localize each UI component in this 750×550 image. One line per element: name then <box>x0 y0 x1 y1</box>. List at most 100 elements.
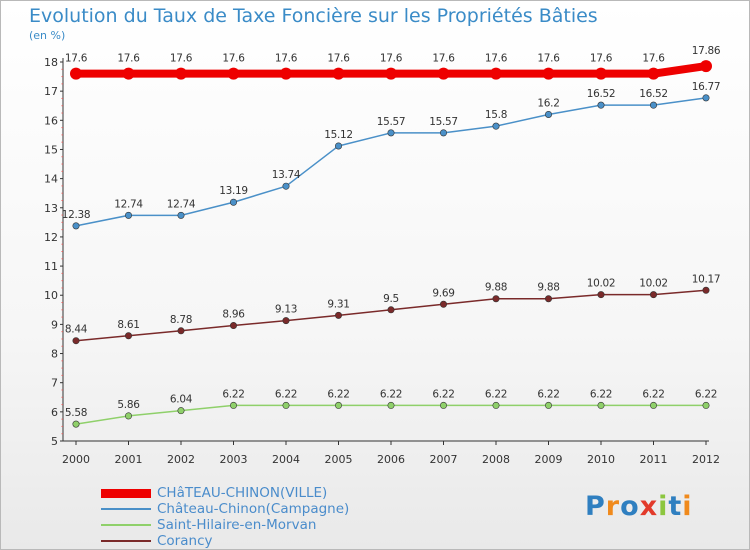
y-tick-label: 14 <box>44 173 58 186</box>
data-label: 6.22 <box>485 388 507 400</box>
x-tick-label: 2005 <box>325 453 353 466</box>
data-point <box>597 101 605 109</box>
data-label: 17.6 <box>222 53 245 65</box>
data-point <box>595 67 607 80</box>
legend-swatch <box>101 488 151 498</box>
data-point <box>437 67 450 80</box>
data-label: 6.22 <box>327 388 349 400</box>
data-point <box>282 317 290 325</box>
data-point <box>649 101 657 109</box>
data-point <box>385 67 397 80</box>
data-label: 6.04 <box>170 394 193 406</box>
x-tick-label: 2004 <box>272 453 300 466</box>
legend-swatch <box>101 508 151 510</box>
data-label: 17.6 <box>432 53 455 65</box>
y-tick-label: 9 <box>51 318 58 331</box>
y-tick-label: 6 <box>51 406 58 419</box>
data-point <box>282 401 290 409</box>
y-tick-label: 17 <box>44 85 58 98</box>
x-tick-label: 2003 <box>220 453 248 466</box>
data-point <box>334 142 342 150</box>
data-point <box>702 94 710 102</box>
legend-item: Corancy <box>101 533 349 549</box>
data-point <box>702 401 710 409</box>
data-point <box>492 401 500 409</box>
y-tick-label: 11 <box>44 260 58 273</box>
y-tick-label: 12 <box>44 231 58 244</box>
data-label: 17.86 <box>692 45 721 57</box>
x-tick-label: 2007 <box>430 453 458 466</box>
data-label: 17.6 <box>327 53 350 65</box>
y-tick-label: 15 <box>44 143 58 156</box>
data-point <box>492 295 500 303</box>
data-point <box>490 67 502 80</box>
legend-label: Saint-Hilaire-en-Morvan <box>157 517 317 533</box>
logo-letter: o <box>620 491 640 522</box>
data-point <box>332 67 345 80</box>
logo-letter: x <box>639 491 659 522</box>
logo-letter: i <box>682 491 693 522</box>
data-point <box>597 291 605 299</box>
data-point <box>125 332 133 340</box>
data-point <box>72 420 80 428</box>
data-label: 9.5 <box>383 293 399 305</box>
data-label: 6.22 <box>642 388 664 400</box>
data-point <box>72 337 80 345</box>
data-label: 17.6 <box>590 53 613 65</box>
legend-item: Saint-Hilaire-en-Morvan <box>101 517 349 533</box>
data-label: 10.02 <box>639 278 668 290</box>
y-tick-label: 18 <box>44 56 58 69</box>
data-point <box>72 222 80 230</box>
data-point <box>542 67 555 80</box>
x-tick-label: 2001 <box>115 453 143 466</box>
data-label: 5.86 <box>117 399 140 411</box>
data-point <box>702 286 710 294</box>
y-tick-label: 8 <box>51 348 58 361</box>
data-label: 17.6 <box>170 53 193 65</box>
data-label: 8.78 <box>170 314 192 326</box>
data-label: 16.2 <box>537 97 559 109</box>
data-label: 9.69 <box>432 287 454 299</box>
legend-swatch <box>101 524 151 526</box>
data-point <box>700 60 712 73</box>
data-label: 12.74 <box>114 198 143 210</box>
data-label: 12.38 <box>62 209 91 221</box>
x-tick-label: 2000 <box>62 453 90 466</box>
data-point <box>227 67 240 80</box>
y-tick-label: 13 <box>44 202 58 215</box>
data-point <box>177 407 185 415</box>
data-label: 8.61 <box>117 319 139 331</box>
data-label: 17.6 <box>485 53 508 65</box>
data-label: 17.6 <box>537 53 560 65</box>
logo-letter: i <box>658 491 669 522</box>
data-label: 5.58 <box>65 407 87 419</box>
legend-item: Château-Chinon(Campagne) <box>101 501 349 517</box>
y-tick-label: 7 <box>51 377 58 390</box>
x-tick-label: 2011 <box>640 453 668 466</box>
data-label: 6.22 <box>432 388 454 400</box>
data-label: 17.6 <box>380 53 403 65</box>
data-point <box>649 401 657 409</box>
data-point <box>122 67 135 80</box>
data-label: 16.52 <box>639 88 668 100</box>
data-label: 6.22 <box>695 388 717 400</box>
data-label: 6.22 <box>222 388 244 400</box>
y-tick-label: 10 <box>44 289 58 302</box>
x-tick-label: 2002 <box>167 453 195 466</box>
chart-legend: CHâTEAU-CHINON(VILLE) Château-Chinon(Camp… <box>101 485 349 549</box>
y-tick-label: 16 <box>44 114 58 127</box>
data-point <box>387 306 395 314</box>
data-point <box>544 295 552 303</box>
data-label: 10.02 <box>587 278 616 290</box>
data-point <box>70 67 82 80</box>
data-label: 9.88 <box>485 282 507 294</box>
data-point <box>649 291 657 299</box>
data-point <box>334 311 342 319</box>
data-label: 6.22 <box>537 388 559 400</box>
data-label: 9.88 <box>537 282 559 294</box>
data-point <box>387 129 395 137</box>
logo-letter: r <box>605 491 621 522</box>
data-label: 9.13 <box>275 304 297 316</box>
chart-title: Evolution du Taux de Taxe Foncière sur l… <box>29 5 598 27</box>
